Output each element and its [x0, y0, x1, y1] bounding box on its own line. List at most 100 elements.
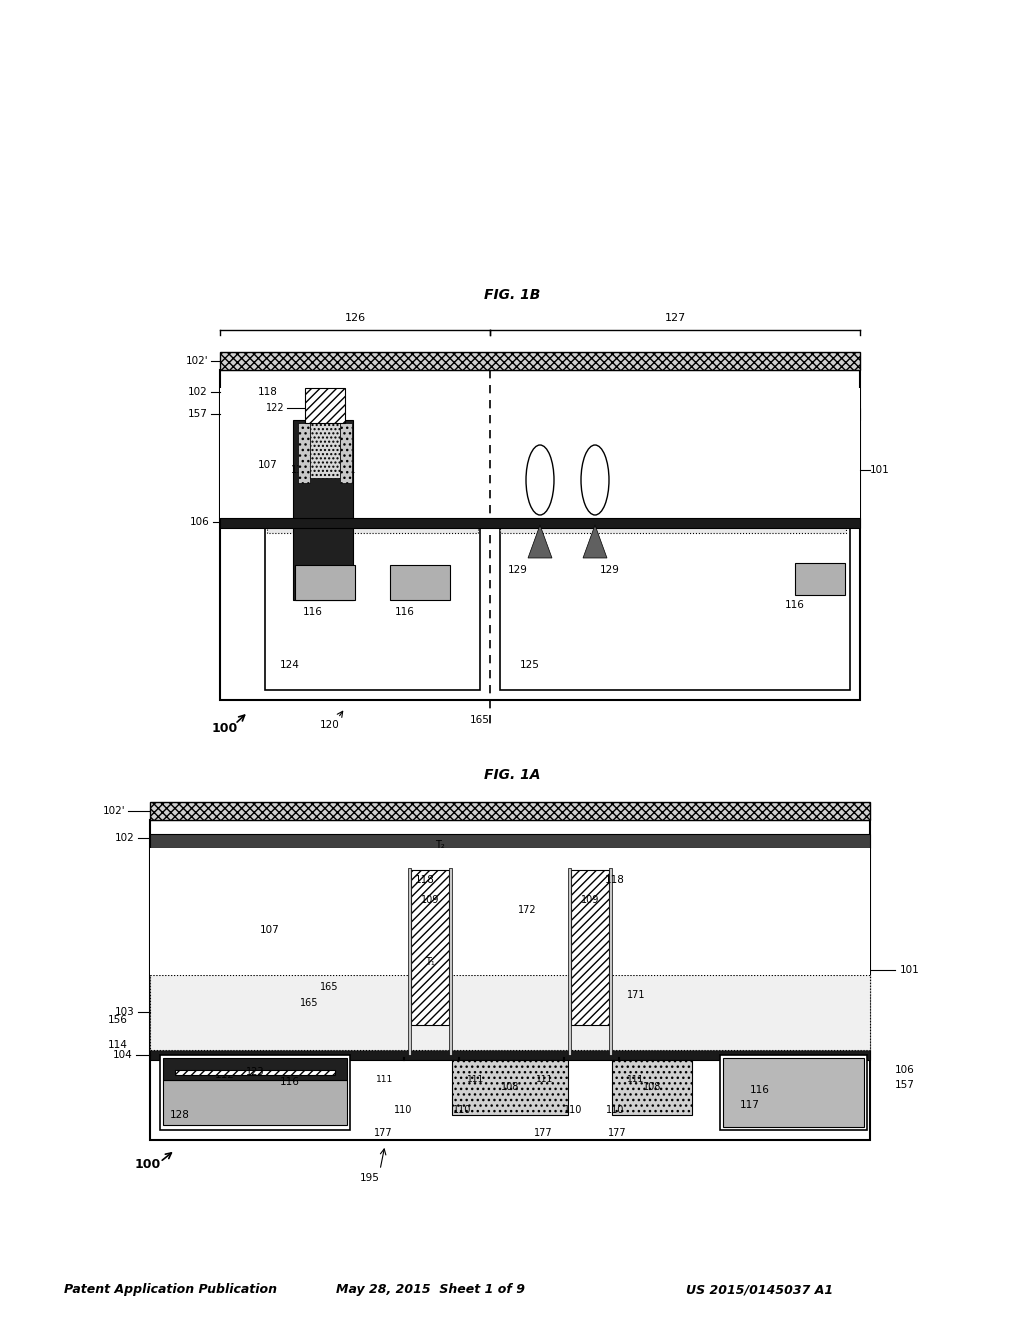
- Bar: [795, 564, 845, 595]
- Text: Patent Application Publication: Patent Application Publication: [63, 1283, 276, 1296]
- Text: 110: 110: [564, 1105, 583, 1115]
- Text: 116: 116: [395, 607, 415, 616]
- Text: 110: 110: [606, 1105, 625, 1115]
- Text: 102': 102': [102, 807, 125, 816]
- Text: 127: 127: [665, 313, 686, 323]
- Bar: [293, 420, 353, 601]
- Text: 165: 165: [319, 982, 339, 993]
- Text: 112: 112: [215, 1071, 234, 1080]
- Text: 123: 123: [246, 1067, 264, 1077]
- Text: 116: 116: [785, 601, 805, 610]
- Text: 124: 124: [280, 660, 300, 671]
- Text: 118: 118: [415, 875, 435, 884]
- Bar: [220, 388, 860, 517]
- Text: 157: 157: [895, 1080, 914, 1090]
- Text: 110: 110: [394, 1105, 413, 1115]
- Text: 177: 177: [374, 1129, 392, 1138]
- Text: 111: 111: [338, 465, 356, 475]
- Text: T₁: T₁: [425, 957, 435, 968]
- Bar: [310, 422, 340, 478]
- Bar: [571, 870, 609, 1026]
- Text: 116: 116: [280, 1077, 300, 1086]
- Text: 106: 106: [895, 1065, 914, 1074]
- Bar: [265, 525, 480, 690]
- Text: 116: 116: [303, 607, 323, 616]
- Text: 128: 128: [170, 1110, 189, 1119]
- Text: FIG. 1A: FIG. 1A: [483, 768, 541, 781]
- Text: 101: 101: [900, 965, 920, 975]
- Text: 125: 125: [520, 660, 540, 671]
- Text: 129: 129: [600, 565, 620, 576]
- Bar: [150, 975, 870, 1049]
- Bar: [612, 1060, 692, 1115]
- Bar: [609, 869, 612, 1055]
- Text: 109: 109: [421, 895, 439, 906]
- Text: 102: 102: [188, 387, 208, 397]
- Text: 114: 114: [109, 1040, 128, 1049]
- Bar: [720, 1055, 867, 1130]
- Text: 121: 121: [530, 475, 550, 484]
- Text: US 2015/0145037 A1: US 2015/0145037 A1: [686, 1283, 834, 1296]
- Text: 118: 118: [258, 387, 278, 397]
- Bar: [150, 834, 870, 847]
- Text: 157: 157: [188, 409, 208, 418]
- Text: 172: 172: [518, 906, 537, 915]
- Bar: [163, 1059, 347, 1080]
- Bar: [340, 422, 352, 483]
- Bar: [220, 352, 860, 370]
- Text: 111: 111: [376, 1076, 393, 1085]
- Polygon shape: [583, 525, 607, 558]
- Text: 104: 104: [114, 1049, 133, 1060]
- Text: 110: 110: [453, 1105, 471, 1115]
- Text: 103: 103: [116, 1007, 135, 1016]
- Text: 165: 165: [300, 998, 318, 1007]
- Bar: [150, 803, 870, 820]
- Polygon shape: [528, 525, 552, 558]
- Bar: [220, 408, 860, 420]
- Text: 111: 111: [536, 1076, 553, 1085]
- Bar: [411, 870, 449, 1026]
- Bar: [160, 1055, 350, 1130]
- Text: 129: 129: [508, 565, 528, 576]
- Bar: [220, 517, 860, 528]
- Bar: [150, 820, 870, 1140]
- Ellipse shape: [526, 445, 554, 515]
- Text: 108: 108: [501, 1082, 519, 1092]
- Bar: [163, 1080, 347, 1125]
- Text: 118: 118: [605, 875, 625, 884]
- Bar: [220, 370, 860, 700]
- Text: 116: 116: [750, 1085, 770, 1096]
- Bar: [150, 1049, 870, 1060]
- Text: May 28, 2015  Sheet 1 of 9: May 28, 2015 Sheet 1 of 9: [336, 1283, 524, 1296]
- Text: 107: 107: [258, 459, 278, 470]
- Text: 102: 102: [116, 833, 135, 843]
- Text: 100: 100: [135, 1159, 161, 1172]
- Bar: [452, 1060, 568, 1115]
- Text: 177: 177: [534, 1129, 552, 1138]
- Bar: [500, 525, 846, 533]
- Bar: [723, 1059, 864, 1127]
- Bar: [390, 565, 450, 601]
- Text: 101: 101: [870, 465, 890, 475]
- Text: 156: 156: [109, 1015, 128, 1026]
- Text: 126: 126: [344, 313, 366, 323]
- Bar: [175, 1071, 335, 1074]
- Text: 108: 108: [306, 445, 325, 455]
- Text: 117: 117: [740, 1100, 760, 1110]
- Bar: [267, 525, 478, 533]
- Text: 177: 177: [607, 1129, 627, 1138]
- Text: 106: 106: [190, 517, 210, 527]
- Text: 102': 102': [185, 356, 208, 366]
- Text: 120: 120: [321, 719, 340, 730]
- Text: FIG. 1B: FIG. 1B: [483, 288, 541, 302]
- Text: T₂: T₂: [435, 840, 444, 850]
- Bar: [500, 525, 850, 690]
- Text: 111: 111: [467, 1076, 484, 1085]
- Bar: [295, 565, 355, 601]
- Text: 109: 109: [581, 895, 599, 906]
- Bar: [305, 388, 345, 422]
- Bar: [150, 975, 870, 995]
- Text: 111: 111: [291, 465, 309, 475]
- Bar: [298, 422, 310, 483]
- Bar: [449, 869, 452, 1055]
